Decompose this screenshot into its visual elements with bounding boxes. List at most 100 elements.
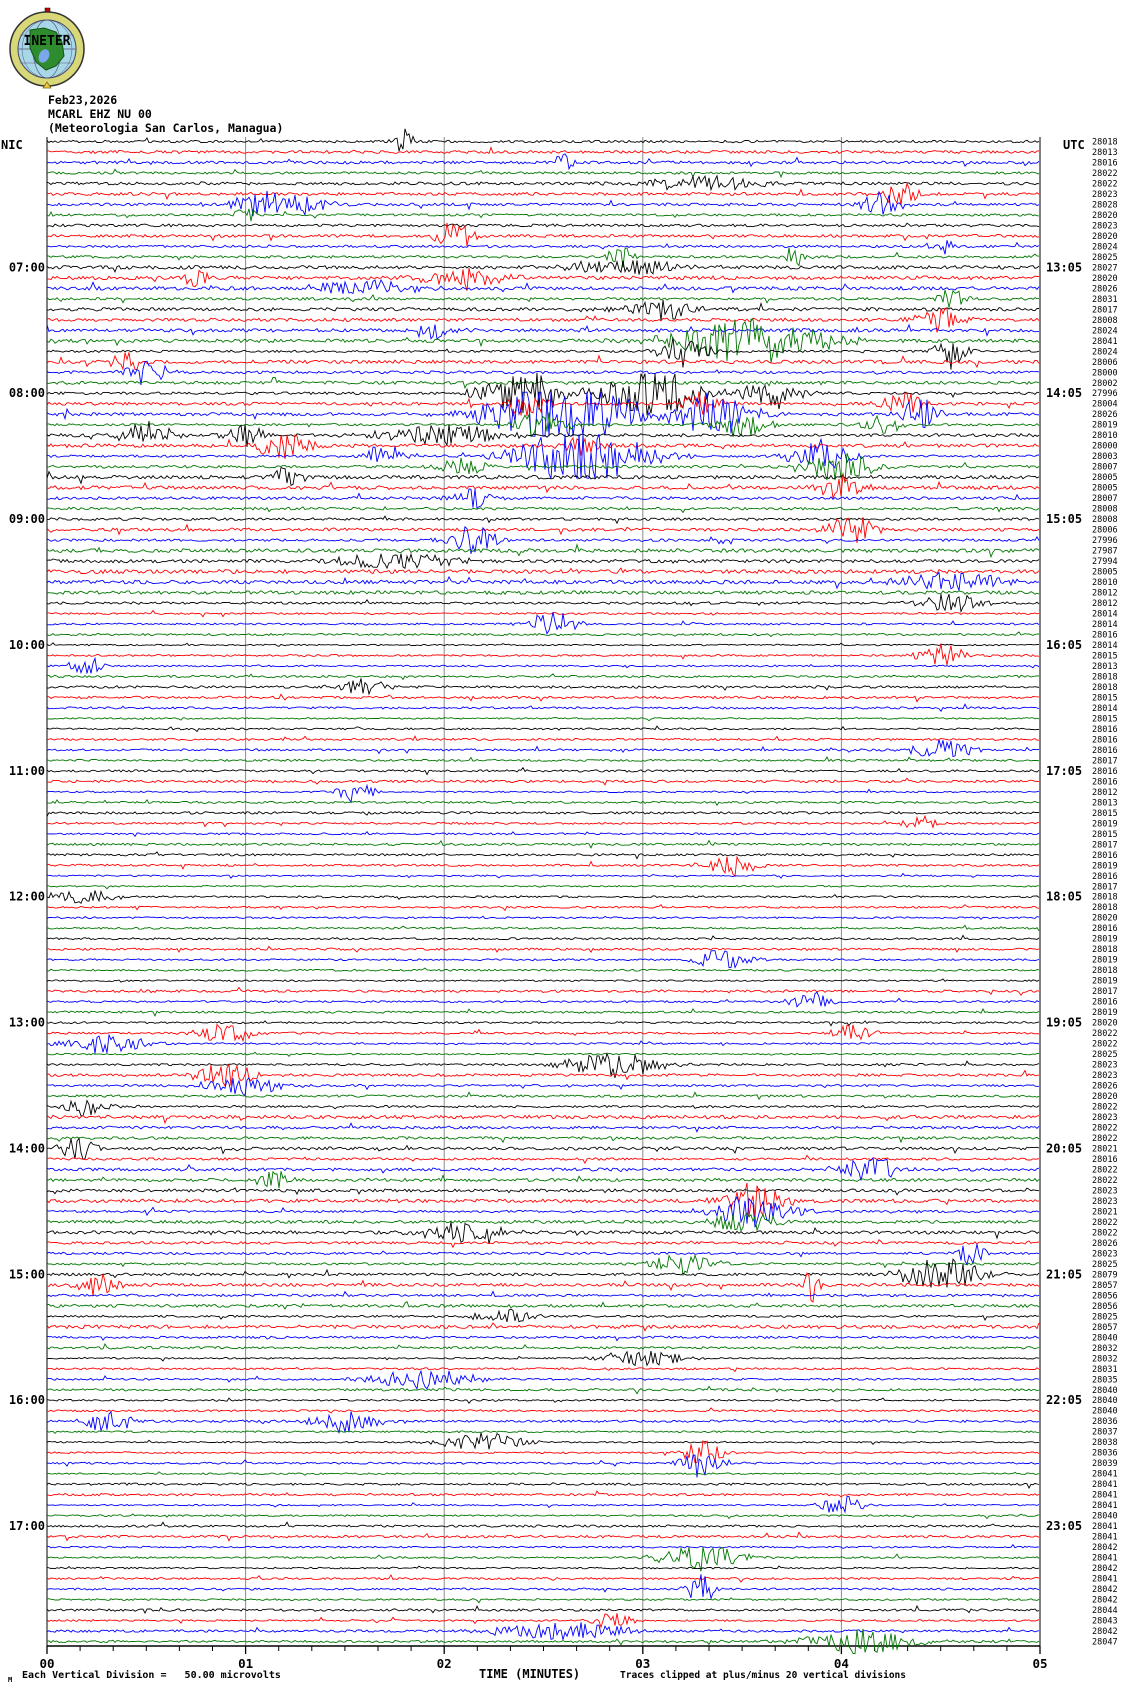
seismic-trace-line	[46, 267, 1040, 291]
seismic-trace-line	[46, 420, 1040, 447]
trace-offset-value: 28021	[1092, 1207, 1118, 1217]
left-hour-label: 12:00	[9, 890, 45, 904]
trace-offset-value: 28014	[1092, 610, 1118, 620]
seismic-trace-line	[46, 289, 1040, 308]
seismic-trace-line	[46, 299, 1040, 321]
trace-offset-value: 28016	[1092, 924, 1118, 934]
seismic-trace-line	[46, 1430, 1040, 1435]
seismic-trace-line	[46, 1136, 1040, 1144]
seismic-trace-line	[46, 1114, 1040, 1125]
right-hour-label: 18:05	[1046, 890, 1082, 904]
seismic-trace-line	[46, 434, 1040, 480]
seismic-trace-line	[46, 739, 1040, 758]
trace-offset-value: 28032	[1092, 1354, 1118, 1364]
seismic-trace-line	[46, 1099, 1040, 1117]
trace-offset-value: 28019	[1092, 819, 1118, 829]
seismic-trace-line	[46, 190, 1040, 217]
trace-offset-value: 28026	[1092, 410, 1118, 420]
trace-offset-value: 28013	[1092, 148, 1118, 158]
seismic-trace-line	[47, 1385, 1040, 1395]
trace-offset-value: 28042	[1092, 1543, 1118, 1553]
trace-offset-value: 28014	[1092, 641, 1118, 651]
trace-offset-value: 28006	[1092, 358, 1118, 368]
trace-offset-value: 28018	[1092, 903, 1118, 913]
seismic-trace-line	[46, 174, 1040, 192]
trace-offset-value: 28040	[1092, 1386, 1118, 1396]
trace-offset-value: 28022	[1092, 169, 1118, 179]
seismic-trace-line	[46, 517, 1040, 544]
left-hour-label: 15:00	[9, 1267, 45, 1281]
seismic-trace-line	[46, 1253, 1040, 1277]
logo-text: INETER	[24, 34, 71, 49]
seismic-trace-line	[46, 725, 1040, 733]
seismic-trace-line	[46, 1335, 1040, 1342]
trace-offset-value: 28007	[1092, 494, 1118, 504]
seismic-trace-line	[46, 783, 1040, 804]
left-hour-label: 17:00	[9, 1519, 45, 1533]
seismic-trace-line	[46, 525, 1040, 554]
seismic-trace-line	[46, 1574, 1040, 1601]
trace-offset-value: 28022	[1092, 179, 1118, 189]
seismic-trace-line	[46, 1597, 1040, 1604]
seismic-trace-line	[46, 1322, 1040, 1332]
seismic-trace-line	[46, 1343, 1040, 1350]
seismic-trace-line	[46, 222, 1040, 247]
seismic-trace-line	[46, 950, 1040, 969]
seismic-trace-line	[46, 567, 1040, 575]
seismic-trace-line	[46, 1628, 1040, 1655]
right-hour-label: 19:05	[1046, 1016, 1082, 1030]
seismic-trace-line	[46, 352, 1040, 371]
trace-offset-value: 28017	[1092, 305, 1118, 315]
seismic-trace-line	[46, 1471, 1040, 1476]
left-hour-label: 11:00	[9, 764, 45, 778]
trace-offset-value: 28016	[1092, 746, 1118, 756]
seismic-trace-line	[46, 376, 1040, 390]
trace-offset-value: 28025	[1092, 1260, 1118, 1270]
trace-offset-value: 28041	[1092, 1480, 1118, 1490]
trace-offset-value: 28039	[1092, 1459, 1118, 1469]
seismic-trace-line	[46, 1574, 1040, 1583]
seismic-trace-line	[46, 798, 1040, 807]
seismic-trace-line	[46, 1221, 1040, 1245]
left-hour-label: 09:00	[9, 512, 45, 526]
right-hour-label: 16:05	[1046, 638, 1082, 652]
trace-offset-value: 28016	[1092, 851, 1118, 861]
seismic-trace-line	[46, 1156, 1040, 1181]
seismic-trace-line	[46, 1613, 1040, 1629]
trace-offset-value: 28016	[1092, 631, 1118, 641]
trace-offset-value: 28017	[1092, 987, 1118, 997]
trace-offset-value: 28015	[1092, 693, 1118, 703]
seismic-trace-line	[46, 259, 1040, 275]
seismic-trace-line	[46, 1308, 1040, 1323]
trace-offset-value: 28026	[1092, 1082, 1118, 1092]
seismic-trace-line	[46, 337, 1040, 370]
trace-offset-value: 27994	[1092, 557, 1118, 567]
trace-offset-value: 28023	[1092, 1197, 1118, 1207]
trace-offset-value: 28012	[1092, 788, 1118, 798]
trace-offset-value: 28036	[1092, 1417, 1118, 1427]
seismic-trace-line	[46, 1008, 1040, 1017]
seismic-trace-line	[46, 872, 1040, 879]
trace-offset-value: 28018	[1092, 672, 1118, 682]
trace-offset-value: 28032	[1092, 1344, 1118, 1354]
left-hour-label: 08:00	[9, 386, 45, 400]
seismic-trace-line	[46, 182, 1040, 206]
trace-offset-value: 28019	[1092, 956, 1118, 966]
trace-offset-value: 28000	[1092, 442, 1118, 452]
ineter-logo: INETER	[9, 7, 85, 89]
trace-offset-value: 28041	[1092, 1554, 1118, 1564]
trace-offset-value: 28018	[1092, 683, 1118, 693]
seismic-trace-line	[46, 642, 1040, 647]
trace-offset-value: 28023	[1092, 1186, 1118, 1196]
trace-offset-value: 28020	[1092, 232, 1118, 242]
seismic-trace-line	[47, 1154, 1040, 1165]
seismic-trace-line	[46, 128, 1040, 152]
seismic-trace-line	[46, 934, 1040, 941]
right-hour-label: 17:05	[1046, 764, 1082, 778]
seismic-trace-line	[46, 673, 1040, 681]
seismic-trace-line	[46, 247, 1040, 268]
right-hour-label: 22:05	[1046, 1393, 1082, 1407]
trace-offset-value: 28008	[1092, 515, 1118, 525]
trace-offset-value: 28016	[1092, 735, 1118, 745]
trace-offset-value: 28019	[1092, 977, 1118, 987]
